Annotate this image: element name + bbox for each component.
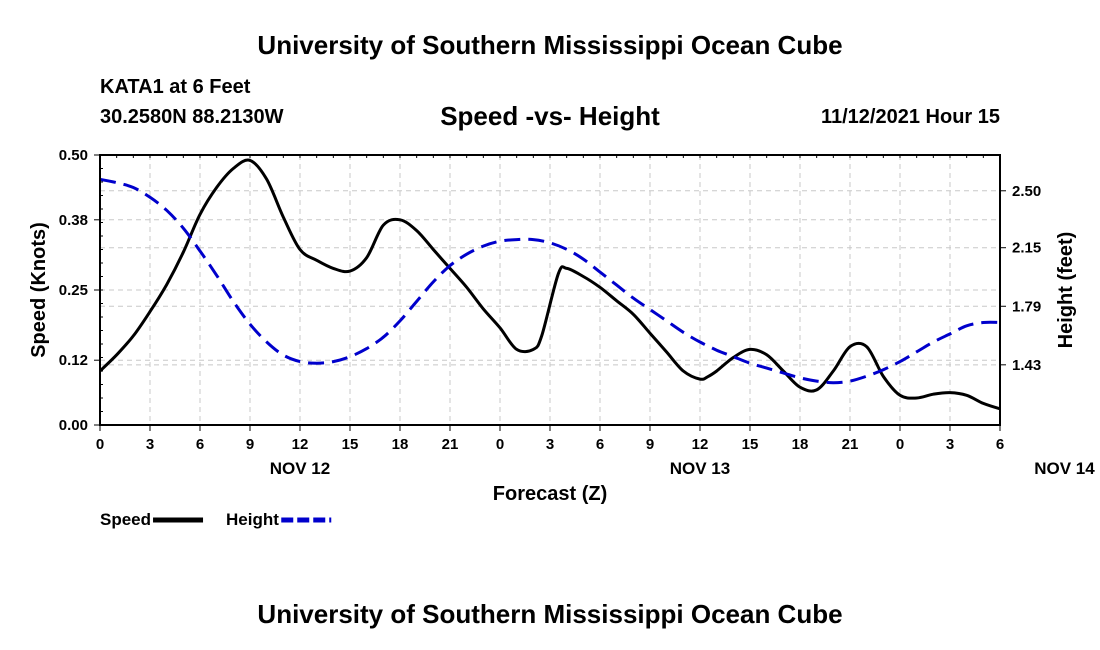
y-tick-label: 0.12 [59, 352, 88, 369]
x-date-label: NOV 13 [670, 459, 730, 478]
x-tick-label: 12 [692, 436, 709, 453]
y2-tick-label: 1.79 [1012, 298, 1041, 315]
y-tick-label: 0.00 [59, 417, 88, 434]
x-tick-label: 6 [996, 436, 1004, 453]
x-date-label: NOV 14 [1034, 459, 1095, 478]
x-tick-label: 0 [496, 436, 504, 453]
x-tick-label: 9 [646, 436, 654, 453]
station-label: KATA1 at 6 Feet [100, 76, 251, 98]
axis-layer: 0 3 6 9 12 15 18 21 0 3 6 9 12 15 18 21 0 3 6 NOV 12 NOV 13 N… [59, 147, 1095, 478]
x-date-label: NOV 12 [270, 459, 330, 478]
x-tick-label: 12 [292, 436, 309, 453]
y-tick-label: 0.50 [59, 147, 88, 164]
y2-tick-label: 2.15 [1012, 240, 1041, 257]
y2-axis-title: Height (feet) [1055, 232, 1077, 349]
x-axis-title: Forecast (Z) [493, 483, 607, 505]
y-axis-title: Speed (Knots) [28, 222, 50, 358]
station-coordinates: 30.2580N 88.2130W [100, 106, 284, 128]
x-tick-label: 6 [196, 436, 204, 453]
y2-tick-label: 1.43 [1012, 357, 1041, 374]
y-tick-label: 0.38 [59, 212, 88, 229]
footer-title: University of Southern Mississippi Ocean… [257, 599, 843, 629]
x-tick-label: 18 [392, 436, 409, 453]
x-tick-label: 18 [792, 436, 809, 453]
x-tick-label: 21 [842, 436, 859, 453]
grid-layer [99, 154, 1001, 426]
x-tick-label: 6 [596, 436, 604, 453]
x-tick-label: 15 [342, 436, 359, 453]
y-tick-label: 0.25 [59, 282, 88, 299]
y2-tick-label: 2.50 [1012, 183, 1041, 200]
x-tick-label: 21 [442, 436, 459, 453]
x-tick-label: 9 [246, 436, 254, 453]
height-series-line [100, 177, 1000, 385]
x-tick-label: 0 [896, 436, 904, 453]
series-layer [100, 158, 1000, 411]
legend-label-height: Height [226, 510, 279, 529]
forecast-datetime: 11/12/2021 Hour 15 [820, 106, 1000, 128]
chart-legend: Speed Height [100, 510, 332, 529]
legend-label-speed: Speed [100, 510, 151, 529]
x-tick-label: 3 [946, 436, 954, 453]
chart-title: Speed -vs- Height [440, 101, 660, 131]
x-tick-label: 0 [96, 436, 104, 453]
x-tick-label: 3 [546, 436, 554, 453]
x-tick-label: 3 [146, 436, 154, 453]
page-title: University of Southern Mississippi Ocean… [257, 30, 843, 60]
speed-series-line [100, 158, 1000, 411]
x-tick-label: 15 [742, 436, 759, 453]
